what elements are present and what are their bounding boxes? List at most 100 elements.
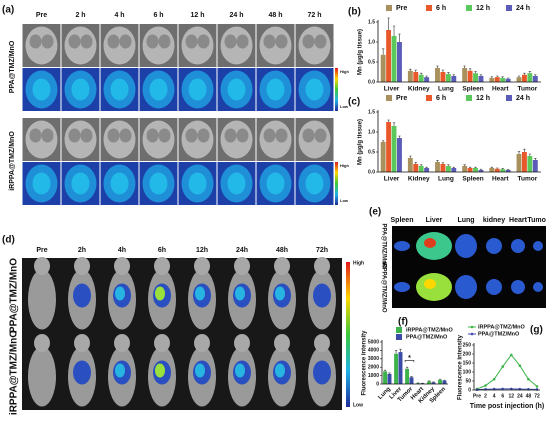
mri-brain — [103, 26, 136, 65]
mri-lobe — [80, 34, 93, 49]
error-bar — [474, 166, 477, 168]
mri-lobe — [275, 34, 288, 49]
mri-brain — [64, 26, 97, 65]
x-tick-label: Tumor — [518, 86, 538, 93]
line — [476, 354, 538, 390]
mri-lobe — [263, 34, 276, 49]
y-axis-label: Fluorescence intensity — [458, 334, 464, 400]
x-tick-label: Spleen — [462, 86, 483, 93]
column-label: 72 h — [307, 12, 321, 19]
y-tick-label: 1000 — [368, 373, 379, 379]
bar — [451, 168, 457, 172]
mri-lobe — [224, 34, 237, 49]
bar — [473, 168, 478, 172]
bar — [431, 382, 436, 384]
map-core — [110, 78, 129, 101]
mri-brain — [220, 26, 253, 65]
error-bar — [409, 155, 412, 158]
mouse-head — [74, 334, 90, 352]
y-tick-label: 50 — [465, 378, 471, 384]
mri-brain — [259, 120, 292, 159]
mri-lobe — [275, 128, 288, 143]
error-bar — [528, 153, 532, 156]
error-bar — [438, 378, 442, 380]
mri-lobe — [107, 34, 120, 49]
legend-label: 12 h — [476, 95, 490, 102]
signal-inner — [235, 363, 245, 378]
panel-label: (e) — [369, 207, 381, 218]
mri-lobe — [80, 128, 93, 143]
mouse-body — [28, 269, 56, 330]
y-tick-label: 0 — [468, 387, 471, 393]
y-tick-label: 0.0 — [368, 79, 375, 85]
bar — [438, 379, 443, 384]
panel-label: (b) — [348, 7, 361, 18]
point — [501, 365, 505, 368]
bar — [521, 152, 527, 172]
mouse-head — [34, 257, 50, 275]
mri-brain — [142, 120, 175, 159]
bar — [494, 168, 500, 172]
point — [527, 377, 530, 381]
legend-label: PPA@TMZ/MnO — [478, 331, 520, 337]
mri-brain — [298, 120, 331, 159]
legend-swatch — [426, 5, 432, 11]
error-bar — [496, 75, 499, 78]
y-tick-label: 4000 — [368, 348, 379, 354]
error-bar — [381, 48, 385, 55]
bar — [394, 353, 399, 384]
color-bar — [346, 262, 350, 407]
bar — [427, 381, 432, 384]
mri-lobe — [68, 34, 81, 49]
y-tick-label: 250 — [463, 342, 472, 348]
y-tick-label: 1.0 — [368, 129, 375, 135]
bar — [500, 78, 506, 82]
bar — [405, 368, 410, 384]
mouse-head — [194, 257, 210, 275]
y-axis-label: Mn (μg/g tissue) — [358, 29, 364, 75]
point — [535, 385, 539, 388]
mouse-head — [34, 334, 50, 352]
mouse-head — [234, 334, 250, 352]
map-core — [227, 78, 246, 101]
error-bar — [468, 166, 472, 168]
signal-inner — [235, 286, 245, 301]
signal-inner — [155, 363, 165, 378]
bar — [380, 54, 386, 82]
x-tick-label: 2 — [484, 393, 487, 399]
legend-label: 12 h — [476, 5, 490, 12]
error-bar — [479, 168, 483, 170]
color-bar — [335, 162, 338, 205]
bar — [387, 373, 392, 384]
legend-marker — [470, 332, 474, 336]
error-bar — [528, 71, 532, 74]
bar — [521, 74, 527, 82]
legend-label: 24 h — [516, 5, 530, 12]
bar — [397, 42, 402, 82]
column-label: 4 h — [114, 12, 124, 19]
mouse-head — [114, 334, 130, 352]
column-label: 12 h — [190, 12, 204, 19]
row-label: PPA@TMZ/MnO — [9, 40, 16, 93]
axis — [377, 20, 541, 83]
y-tick-label: 1.5 — [368, 109, 375, 115]
bar — [380, 142, 386, 172]
mri-lobe — [302, 34, 315, 49]
x-tick-label: 4 — [493, 393, 496, 399]
x-axis-label: Time post injection (h) — [470, 403, 545, 410]
column-label: 12h — [196, 247, 208, 254]
bar — [407, 70, 413, 82]
error-bar — [452, 166, 455, 168]
column-label: 72h — [316, 247, 328, 254]
x-tick-label: Liver — [384, 86, 400, 93]
signal-inner — [115, 363, 125, 378]
bar — [489, 78, 495, 82]
column-label: 48h — [276, 247, 288, 254]
map-core — [188, 172, 207, 195]
column-label: 24 h — [229, 12, 243, 19]
mri-lobe — [314, 34, 327, 49]
legend-marker — [470, 325, 474, 329]
mouse-head — [314, 334, 330, 352]
signal-inner — [275, 363, 285, 378]
row-label: iRPPA@TMZ/MnO — [9, 131, 16, 191]
